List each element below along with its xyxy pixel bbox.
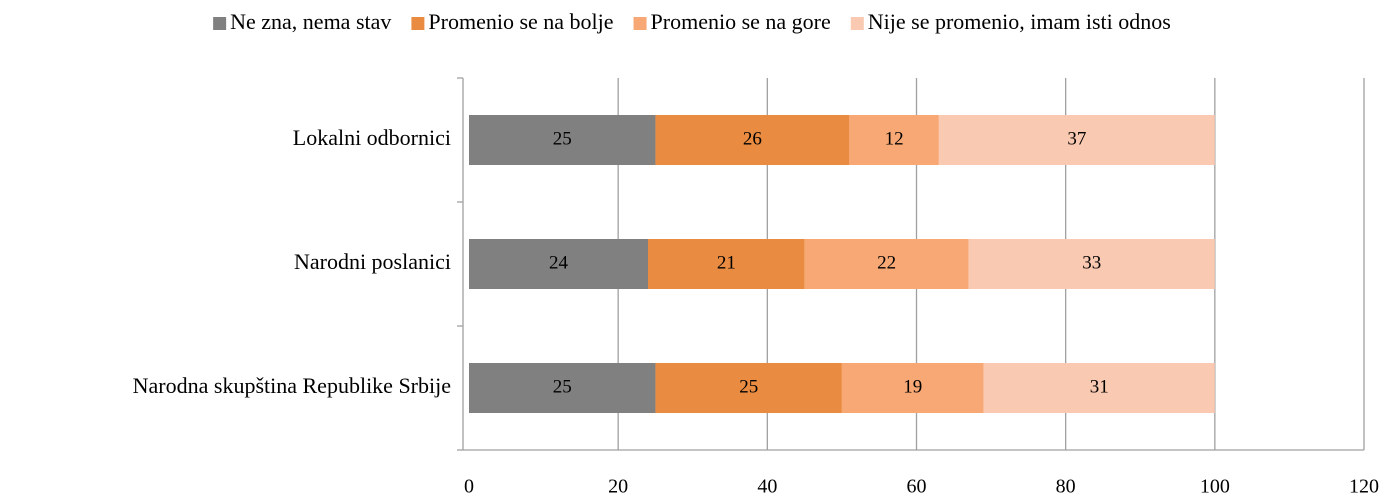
value-label: 26 — [743, 128, 762, 149]
bar-segment — [849, 115, 939, 165]
legend-swatch — [213, 17, 227, 30]
value-label: 31 — [1090, 376, 1109, 397]
bar-segment — [655, 115, 850, 165]
x-tick-label: 40 — [757, 476, 777, 498]
bar-segment — [804, 239, 969, 289]
legend-text: Promenio se na bolje — [428, 9, 613, 34]
value-label: 19 — [903, 376, 922, 397]
x-tick-label: 60 — [907, 476, 927, 498]
bar-segment — [938, 115, 1215, 165]
category-label: Narodna skupština Republike Srbije — [133, 373, 451, 398]
x-tick-label: 80 — [1056, 476, 1076, 498]
legend-text: Promenio se na gore — [651, 9, 831, 34]
bar-segment — [841, 363, 984, 413]
value-label: 25 — [553, 128, 572, 149]
bar-segment — [469, 115, 656, 165]
legend-text: Ne zna, nema stav — [230, 9, 391, 34]
value-label: 12 — [885, 128, 904, 149]
category-label: Lokalni odbornici — [293, 125, 451, 150]
bar-segment — [469, 239, 648, 289]
x-tick-label: 120 — [1349, 476, 1379, 498]
value-label: 37 — [1067, 128, 1086, 149]
x-tick-label: 20 — [608, 476, 628, 498]
legend-swatch — [850, 17, 864, 30]
x-tick-label: 100 — [1200, 476, 1230, 498]
legend-swatch — [411, 17, 425, 30]
value-label: 22 — [877, 252, 896, 273]
bar-segment — [655, 363, 842, 413]
value-label: 25 — [553, 376, 572, 397]
legend-swatch — [633, 17, 647, 30]
bar-segment — [648, 239, 805, 289]
value-label: 21 — [717, 252, 736, 273]
x-tick-label: 0 — [464, 476, 474, 498]
category-label: Narodni poslanici — [294, 249, 451, 274]
bar-segment — [983, 363, 1215, 413]
legend-text: Nije se promenio, imam isti odnos — [868, 9, 1171, 34]
bar-segment — [469, 363, 656, 413]
value-label: 33 — [1082, 252, 1101, 273]
bar-segment — [968, 239, 1215, 289]
value-label: 24 — [549, 252, 569, 273]
value-label: 25 — [739, 376, 758, 397]
